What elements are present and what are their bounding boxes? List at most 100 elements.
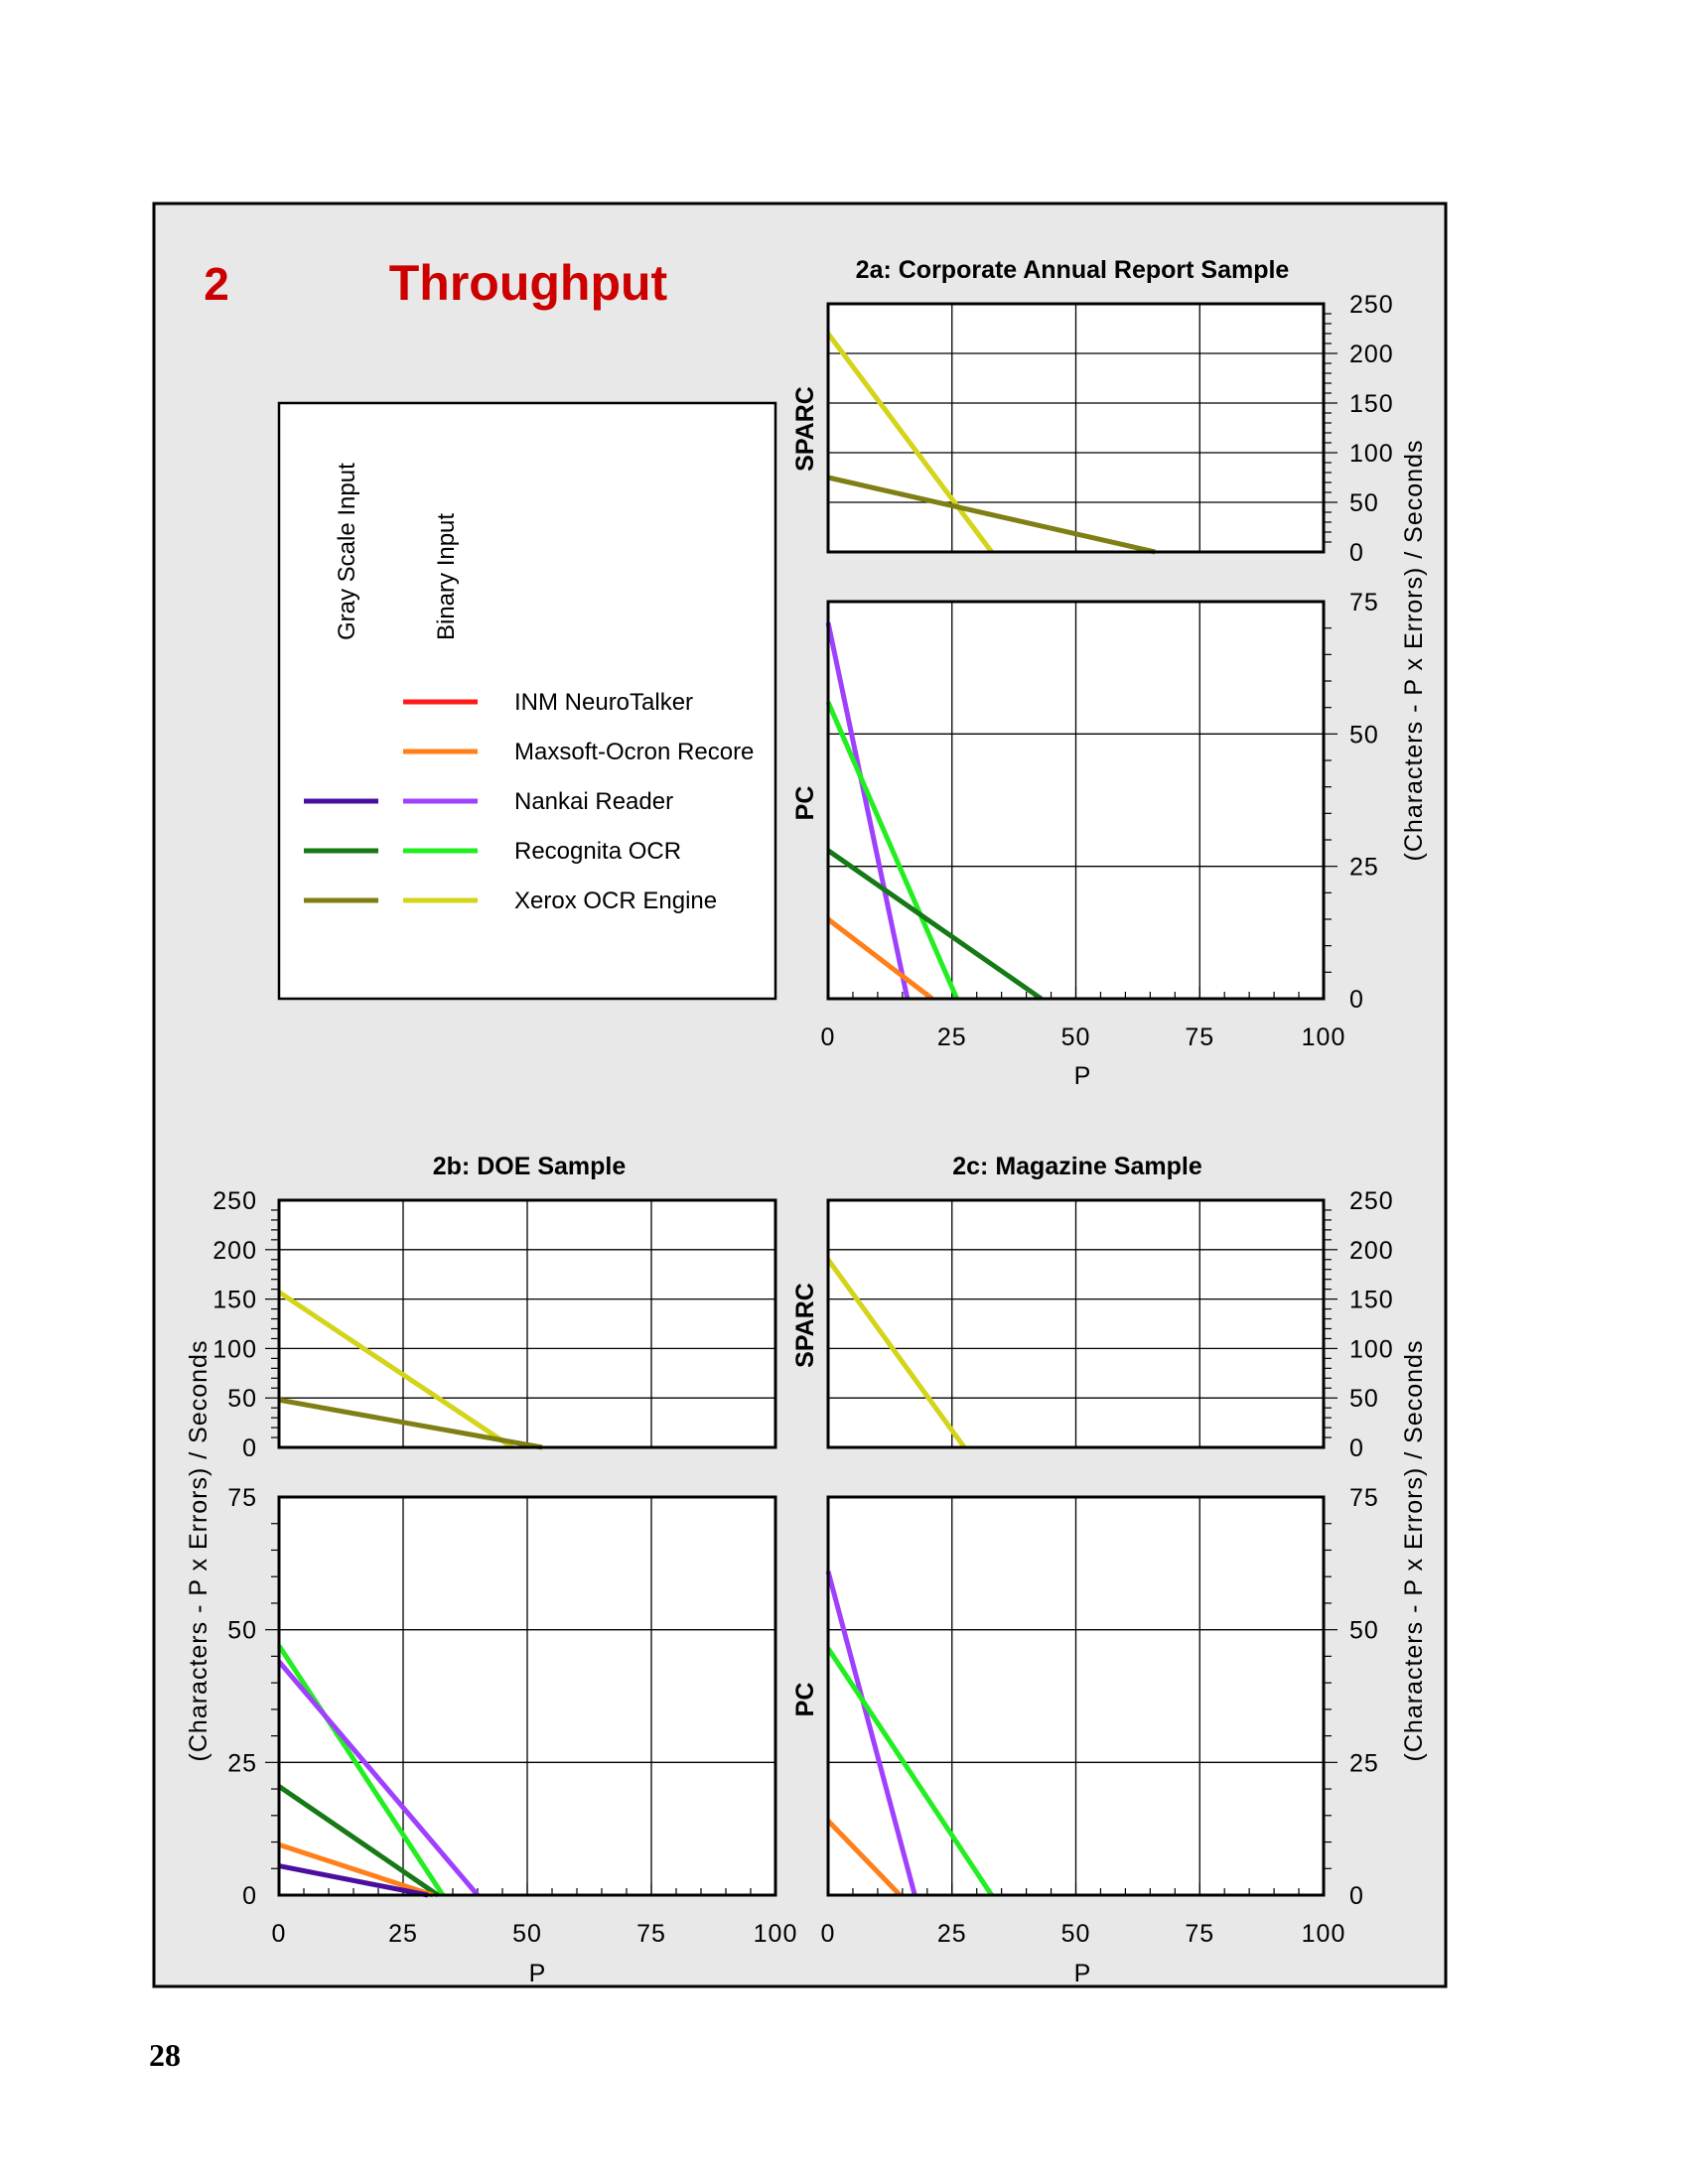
chart-2c-bot-ytick-label: 75 — [1349, 1484, 1379, 1512]
chart-2a-sparc-label: SPARC — [791, 386, 819, 472]
legend-label-2: Nankai Reader — [514, 788, 673, 815]
chart-2c-top-ytick-label: 200 — [1349, 1237, 1394, 1265]
chart-2b-bot-series-line-1 — [277, 1660, 480, 1897]
chart-2a-bot-series-line-1 — [825, 701, 959, 1000]
chart-2a-bot-xtick-label: 25 — [937, 1024, 967, 1051]
chart-2c-bot-xtick-label: 50 — [1061, 1920, 1091, 1948]
chart-2b-top-ytick-label: 50 — [227, 1385, 257, 1413]
legend-header-binary: Binary Input — [433, 513, 460, 640]
chart-2a-pc-plot: 75 50 25 0 0 25 50 75 100 — [821, 589, 1379, 1051]
chart-2b-top-ytick-label: 100 — [212, 1335, 257, 1363]
chart-2c-bot-xtick-label: 0 — [821, 1920, 836, 1948]
chart-2a-top-frame — [826, 302, 1326, 554]
chart-2c-bot-series-line-2 — [826, 1819, 903, 1897]
chart-2c-top-ytick-label: 50 — [1349, 1385, 1379, 1413]
legend-label-0: INM NeuroTalker — [514, 689, 693, 716]
chart-2b-bot-series-line-2 — [277, 1784, 440, 1898]
chart-2b-bot-xtick-label: 25 — [388, 1920, 418, 1948]
page-number: 28 — [149, 2037, 181, 2073]
chart-2a-sparc-plot: 250 200 150 100 50 0 — [825, 291, 1394, 567]
chart-2a-top-series-line-0 — [825, 332, 994, 554]
chart-2c-top-ytick-label: 150 — [1349, 1287, 1394, 1314]
legend: Gray Scale Input Binary Input INM NeuroT… — [277, 401, 777, 1001]
chart-2a-bot-xtick-label: 75 — [1185, 1024, 1214, 1051]
chart-2a-top-ytick-label: 200 — [1349, 341, 1394, 368]
legend-header-gray-scale: Gray Scale Input — [334, 463, 360, 640]
chart-2b-bot-series-line-0 — [276, 1644, 446, 1897]
legend-rows: INM NeuroTalker Maxsoft-Ocron Recore Nanka… — [304, 689, 754, 914]
chart-2b-bot-frame — [277, 1495, 777, 1897]
chart-2a-top-ytick-label: 100 — [1349, 440, 1394, 468]
chart-2c-top-ytick-label: 0 — [1349, 1434, 1364, 1462]
chart-2c-pc-label: PC — [791, 1683, 819, 1717]
chart-2b-bot-xtick-label: 50 — [512, 1920, 542, 1948]
chart-2a-bot-series-line-3 — [826, 917, 934, 1001]
chart-2c-bot-ytick-label: 0 — [1349, 1882, 1364, 1910]
chart-2c-bot-xtick-label: 100 — [1302, 1920, 1346, 1948]
chart-2b-bot-ytick-label: 25 — [227, 1749, 257, 1777]
section-title: Throughput — [389, 255, 668, 311]
chart-2c-bot-series-line-0 — [825, 1570, 917, 1896]
chart-2a-bot-series-line-0 — [825, 621, 911, 1000]
chart-2a-top-ytick-label: 50 — [1349, 489, 1379, 517]
chart-2b-bot-ytick-label: 75 — [227, 1484, 257, 1512]
chart-2b-xlabel: P — [529, 1960, 546, 1987]
chart-2b-bot-ytick-label: 50 — [227, 1617, 257, 1645]
chart-2b-bottom-plot: 75 50 25 00 25 50 75 100 — [227, 1484, 798, 1948]
chart-2b-top-series-line-0 — [277, 1290, 514, 1450]
chart-2c-bot-ytick-label: 25 — [1349, 1749, 1379, 1777]
chart-2a-title: 2a: Corporate Annual Report Sample — [856, 256, 1290, 284]
chart-2a-top-ytick-label: 250 — [1349, 291, 1394, 319]
legend-label-1: Maxsoft-Ocron Recore — [514, 739, 754, 765]
chart-2c-bot-xtick-label: 75 — [1185, 1920, 1214, 1948]
chart-2a-pc-label: PC — [791, 786, 819, 821]
chart-2b-top-ytick-label: 200 — [212, 1237, 257, 1265]
chart-2a-bot-xtick-label: 100 — [1302, 1024, 1346, 1051]
chart-2a-top-ytick-label: 150 — [1349, 390, 1394, 418]
chart-2a-bot-ytick-label: 50 — [1349, 721, 1379, 749]
chart-2c-top-frame — [826, 1198, 1326, 1449]
chart-2c-bot-frame — [826, 1495, 1326, 1897]
chart-2b-top-frame — [277, 1198, 777, 1449]
chart-2b-bot-series-line-3 — [278, 1842, 434, 1898]
chart-2a: 2a: Corporate Annual Report Sample 25020… — [791, 256, 1428, 1090]
legend-label-4: Xerox OCR Engine — [514, 887, 717, 914]
chart-2b-top-ytick-label: 250 — [212, 1187, 257, 1215]
chart-2b-bot-series-line-4 — [278, 1863, 429, 1898]
legend-label-3: Recognita OCR — [514, 838, 681, 865]
chart-2b-top-ytick-label: 150 — [212, 1287, 257, 1314]
chart-2c-sparc-plot: 250 200 150 100 50 0 — [825, 1187, 1394, 1462]
chart-2a-xlabel: P — [1074, 1062, 1091, 1090]
chart-2c-bot-ytick-label: 50 — [1349, 1617, 1379, 1645]
chart-2b-title: 2b: DOE Sample — [433, 1153, 627, 1180]
chart-2c-top-ytick-label: 100 — [1349, 1335, 1394, 1363]
chart-2b-ylabel: (Characters - P x Errors) / Seconds — [185, 1340, 212, 1762]
chart-2c-top-series-line-0 — [825, 1258, 967, 1449]
chart-2a-bot-xtick-label: 0 — [821, 1024, 836, 1051]
chart-2c-xlabel: P — [1074, 1960, 1091, 1987]
chart-2b-bot-ytick-label: 0 — [242, 1882, 257, 1910]
chart-2b-bot-xtick-label: 100 — [754, 1920, 798, 1948]
section-number: 2 — [204, 258, 229, 310]
chart-2a-top-ytick-label: 0 — [1349, 539, 1364, 567]
chart-2b-top-series-line-1 — [278, 1397, 543, 1450]
chart-2c-top-ytick-label: 250 — [1349, 1187, 1394, 1215]
chart-2b-top-plot: 250 200 150 100 50 0 — [212, 1187, 777, 1462]
chart-2b-bot-xtick-label: 0 — [272, 1920, 287, 1948]
chart-2a-bot-frame — [826, 600, 1326, 1001]
chart-2b-bot-xtick-label: 75 — [636, 1920, 666, 1948]
chart-2a-ylabel: (Characters - P x Errors) / Seconds — [1400, 440, 1428, 862]
chart-2a-bot-series-line-2 — [826, 848, 1044, 1002]
chart-2a-top-series-line-1 — [827, 475, 1156, 555]
chart-2a-bot-ytick-label: 0 — [1349, 986, 1364, 1014]
chart-2c-pc-plot: 75 50 25 0 0 25 50 75 100 — [821, 1484, 1379, 1948]
chart-2b-top-ytick-label: 0 — [242, 1434, 257, 1462]
chart-2a-bot-xtick-label: 50 — [1061, 1024, 1091, 1051]
chart-2c-title: 2c: Magazine Sample — [952, 1153, 1202, 1180]
chart-2c-bot-xtick-label: 25 — [937, 1920, 967, 1948]
chart-2c-sparc-label: SPARC — [791, 1283, 819, 1368]
chart-2c-bot-series-line-1 — [825, 1647, 994, 1897]
